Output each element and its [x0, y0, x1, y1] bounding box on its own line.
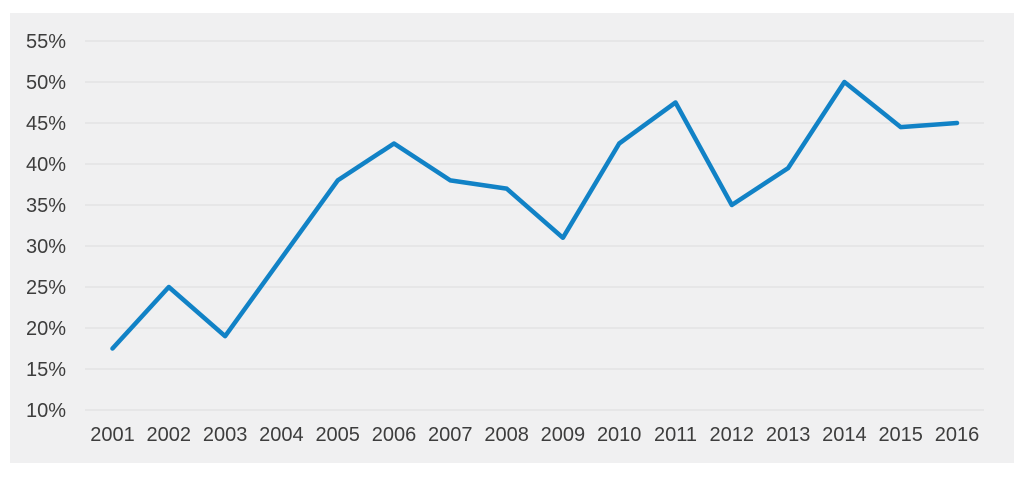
- data-series-line: [110, 79, 960, 351]
- x-axis-tick-label: 2007: [428, 424, 473, 446]
- y-axis-tick-labels: 55% 50% 45% 40% 35% 30% 25% 20% 15% 10%: [26, 31, 66, 422]
- x-axis-tick-label: 2003: [203, 424, 248, 446]
- x-axis-tick-label: 2015: [878, 424, 923, 446]
- y-axis-tick-label: 25%: [26, 277, 66, 299]
- x-axis-tick-label: 2016: [935, 424, 980, 446]
- x-axis-tick-label: 2009: [541, 424, 586, 446]
- y-axis-tick-label: 35%: [26, 195, 66, 217]
- x-axis-tick-label: 2013: [766, 424, 811, 446]
- y-axis-tick-label: 50%: [26, 72, 66, 94]
- y-axis-tick-label: 45%: [26, 113, 66, 135]
- x-axis-tick-label: 2011: [654, 424, 697, 446]
- y-axis-tick-label: 10%: [26, 400, 66, 422]
- x-axis-tick-label: 2006: [372, 424, 417, 446]
- x-axis-tick-label: 2008: [484, 424, 529, 446]
- x-axis-tick-labels: 2001 2002 2003 2004 2005 2006 2007 2008 2009 2010…: [90, 424, 979, 446]
- x-axis-tick-label: 2010: [597, 424, 642, 446]
- x-axis-tick-label: 2002: [147, 424, 192, 446]
- x-axis-tick-label: 2001: [90, 424, 135, 446]
- x-axis-tick-label: 2012: [710, 424, 755, 446]
- x-axis-tick-label: 2005: [315, 424, 360, 446]
- y-axis-tick-label: 30%: [26, 236, 66, 258]
- x-axis-tick-label: 2014: [822, 424, 867, 446]
- x-axis-tick-label: 2004: [259, 424, 304, 446]
- gridlines: [85, 40, 984, 411]
- y-axis-tick-label: 40%: [26, 154, 66, 176]
- y-axis-tick-label: 20%: [26, 318, 66, 340]
- plot-panel: [10, 13, 1014, 463]
- y-axis-tick-label: 55%: [26, 31, 66, 53]
- y-axis-tick-label: 15%: [26, 359, 66, 381]
